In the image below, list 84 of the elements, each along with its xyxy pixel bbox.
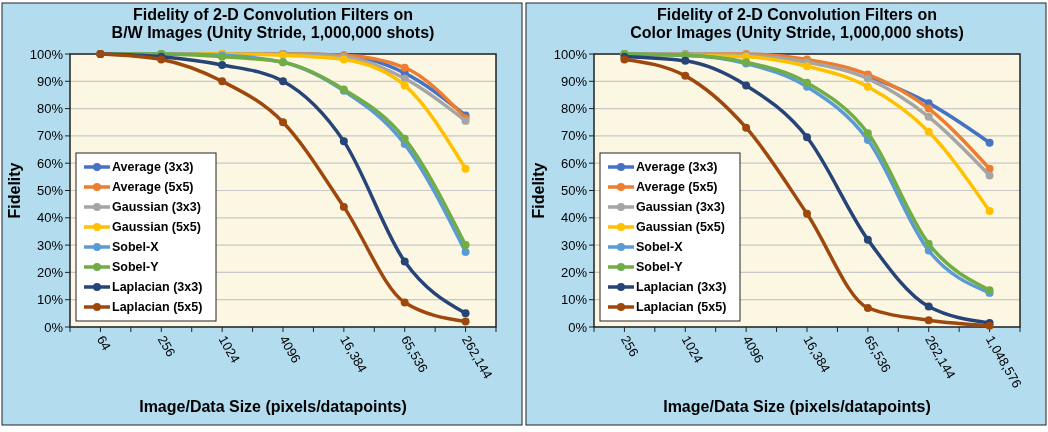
y-tick-label: 80% <box>560 101 588 117</box>
legend-label: Laplacian (5x5) <box>112 300 203 315</box>
x-axis-title: Image/Data Size (pixels/datapoints) <box>139 398 407 415</box>
x-tick-label: 64 <box>93 333 115 354</box>
legend-label: Average (3x3) <box>636 160 718 175</box>
y-tick-label: 60% <box>560 155 588 171</box>
point <box>924 104 933 113</box>
y-tick-label: 30% <box>36 237 64 253</box>
legend-label: Gaussian (3x3) <box>636 200 725 215</box>
legend-label: Gaussian (5x5) <box>636 220 725 235</box>
point <box>461 164 470 173</box>
point <box>461 317 470 326</box>
legend-label: Laplacian (5x5) <box>636 300 727 315</box>
y-tick-label: 80% <box>36 101 64 117</box>
y-tick-label: 10% <box>36 292 64 308</box>
y-tick-label: 20% <box>36 264 64 280</box>
point <box>400 298 409 307</box>
legend-label: Laplacian (3x3) <box>636 280 727 295</box>
point <box>400 257 409 266</box>
chart-title: Fidelity of 2-D Convolution Filters on Color Images (Unity Stride, 1,000,000 shots) <box>630 6 964 41</box>
y-tick-label: 70% <box>560 128 588 144</box>
point <box>461 309 470 318</box>
y-tick-label: 20% <box>560 264 588 280</box>
point <box>863 82 872 91</box>
y-tick-label: 30% <box>560 237 588 253</box>
y-tick-label: 50% <box>560 183 588 199</box>
y-tick-label: 0% <box>568 319 588 335</box>
legend-label: Gaussian (3x3) <box>112 200 201 215</box>
point <box>924 127 933 136</box>
point <box>863 303 872 312</box>
point <box>279 77 287 86</box>
legend-label: Average (5x5) <box>636 180 718 195</box>
point <box>400 134 409 143</box>
y-tick-label: 0% <box>44 319 64 335</box>
y-tick-label: 60% <box>36 155 64 171</box>
point <box>681 56 690 65</box>
point <box>461 241 470 250</box>
legend-label: Sobel-X <box>112 240 160 255</box>
chart-title: Fidelity of 2-D Convolution Filters on B/W Images (Unity Stride, 1,000,000 shots) <box>111 6 435 41</box>
legend-label: Average (5x5) <box>112 180 194 195</box>
point <box>279 118 287 127</box>
point <box>924 239 933 248</box>
x-axis-title: Image/Data Size (pixels/datapoints) <box>663 398 931 415</box>
y-tick-label: 90% <box>36 73 64 89</box>
point <box>985 206 994 215</box>
y-tick-label: 70% <box>36 128 64 144</box>
legend-label: Laplacian (3x3) <box>112 280 203 295</box>
x-tick-label: 256 <box>154 333 179 360</box>
point <box>218 77 227 86</box>
y-tick-label: 40% <box>36 210 64 226</box>
point <box>985 171 994 180</box>
y-tick-label: 40% <box>560 210 588 226</box>
y-axis-title: Fidelity <box>530 162 547 219</box>
legend-label: Sobel-Y <box>112 260 160 275</box>
point <box>681 71 690 80</box>
point <box>742 81 751 90</box>
legend-label: Sobel-X <box>636 240 684 255</box>
point <box>400 81 409 90</box>
point <box>803 78 811 87</box>
point <box>863 235 872 244</box>
point <box>803 62 811 71</box>
y-tick-label: 100% <box>29 46 64 62</box>
x-tick-label: 256 <box>617 333 642 360</box>
legend-label: Sobel-Y <box>636 260 684 275</box>
y-tick-label: 90% <box>560 73 588 89</box>
point <box>803 133 811 142</box>
point <box>339 137 348 146</box>
point <box>461 247 470 256</box>
y-tick-label: 10% <box>560 292 588 308</box>
y-axis-title: Fidelity <box>6 162 23 219</box>
y-tick-label: 50% <box>36 183 64 199</box>
point <box>863 129 872 138</box>
y-tick-label: 100% <box>553 46 588 62</box>
point <box>339 202 348 211</box>
legend-label: Average (3x3) <box>112 160 194 175</box>
point <box>218 60 227 69</box>
legend-label: Gaussian (5x5) <box>112 220 201 235</box>
point <box>924 302 933 311</box>
point <box>985 138 994 147</box>
point <box>924 316 933 325</box>
point <box>924 112 933 121</box>
point <box>803 209 811 218</box>
point <box>400 63 409 72</box>
point <box>742 123 751 132</box>
